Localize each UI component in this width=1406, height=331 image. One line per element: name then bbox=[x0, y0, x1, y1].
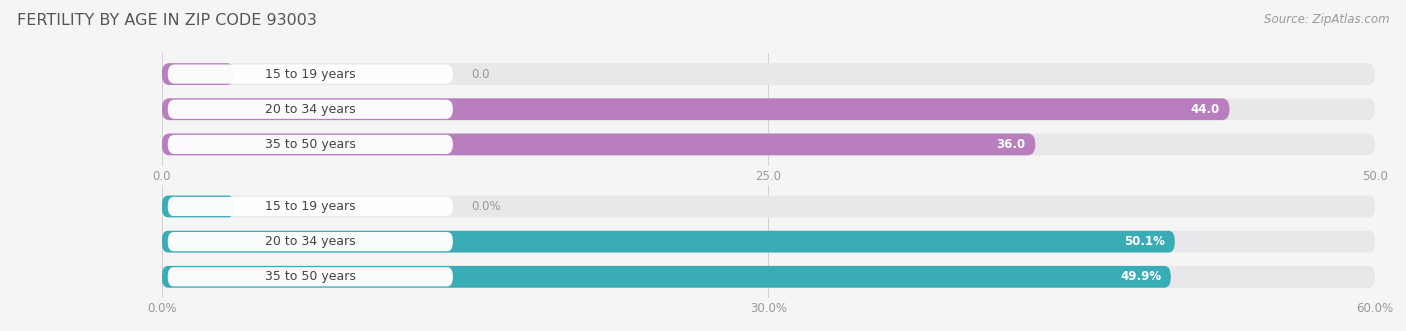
FancyBboxPatch shape bbox=[162, 196, 1375, 217]
FancyBboxPatch shape bbox=[167, 135, 453, 154]
Text: 20 to 34 years: 20 to 34 years bbox=[264, 103, 356, 116]
Text: 0.0%: 0.0% bbox=[471, 200, 501, 213]
Text: 15 to 19 years: 15 to 19 years bbox=[264, 68, 356, 80]
FancyBboxPatch shape bbox=[167, 100, 453, 119]
Text: Source: ZipAtlas.com: Source: ZipAtlas.com bbox=[1264, 13, 1389, 26]
FancyBboxPatch shape bbox=[162, 133, 1375, 155]
Text: FERTILITY BY AGE IN ZIP CODE 93003: FERTILITY BY AGE IN ZIP CODE 93003 bbox=[17, 13, 316, 28]
Text: 35 to 50 years: 35 to 50 years bbox=[264, 138, 356, 151]
FancyBboxPatch shape bbox=[167, 232, 453, 251]
FancyBboxPatch shape bbox=[162, 63, 235, 85]
FancyBboxPatch shape bbox=[167, 197, 453, 216]
FancyBboxPatch shape bbox=[162, 133, 1035, 155]
FancyBboxPatch shape bbox=[167, 65, 453, 84]
Text: 0.0: 0.0 bbox=[471, 68, 489, 80]
FancyBboxPatch shape bbox=[162, 266, 1171, 288]
Text: 35 to 50 years: 35 to 50 years bbox=[264, 270, 356, 283]
Text: 49.9%: 49.9% bbox=[1121, 270, 1161, 283]
FancyBboxPatch shape bbox=[162, 196, 235, 217]
FancyBboxPatch shape bbox=[162, 266, 1375, 288]
Text: 20 to 34 years: 20 to 34 years bbox=[264, 235, 356, 248]
FancyBboxPatch shape bbox=[162, 98, 1229, 120]
FancyBboxPatch shape bbox=[162, 231, 1375, 253]
FancyBboxPatch shape bbox=[162, 98, 1375, 120]
Text: 50.1%: 50.1% bbox=[1125, 235, 1166, 248]
FancyBboxPatch shape bbox=[162, 231, 1175, 253]
Text: 44.0: 44.0 bbox=[1191, 103, 1220, 116]
FancyBboxPatch shape bbox=[162, 63, 1375, 85]
FancyBboxPatch shape bbox=[167, 267, 453, 286]
Text: 36.0: 36.0 bbox=[997, 138, 1025, 151]
Text: 15 to 19 years: 15 to 19 years bbox=[264, 200, 356, 213]
